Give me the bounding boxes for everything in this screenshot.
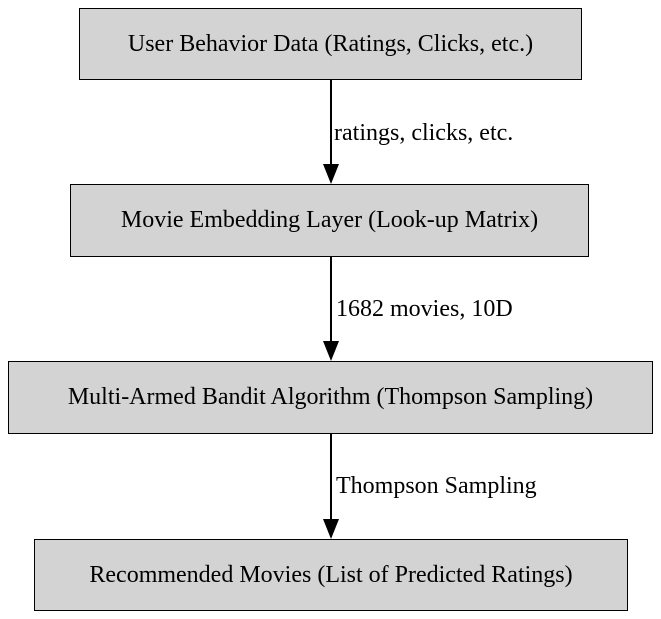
node-recommended-movies: Recommended Movies (List of Predicted Ra… <box>34 539 628 611</box>
node-movie-embedding-layer: Movie Embedding Layer (Look-up Matrix) <box>70 184 589 257</box>
edge-label-ratings-clicks: ratings, clicks, etc. <box>334 120 514 146</box>
edge-embedding-to-bandit <box>323 257 339 361</box>
edge-user-behavior-to-embedding <box>323 80 339 184</box>
edge-label-movies-dimension: 1682 movies, 10D <box>336 296 513 322</box>
node-user-behavior-data: User Behavior Data (Ratings, Clicks, etc… <box>79 8 582 80</box>
edge-bandit-to-recommendations <box>323 434 339 539</box>
node-multi-armed-bandit: Multi-Armed Bandit Algorithm (Thompson S… <box>8 361 653 434</box>
edge-label-thompson-sampling: Thompson Sampling <box>336 473 537 499</box>
